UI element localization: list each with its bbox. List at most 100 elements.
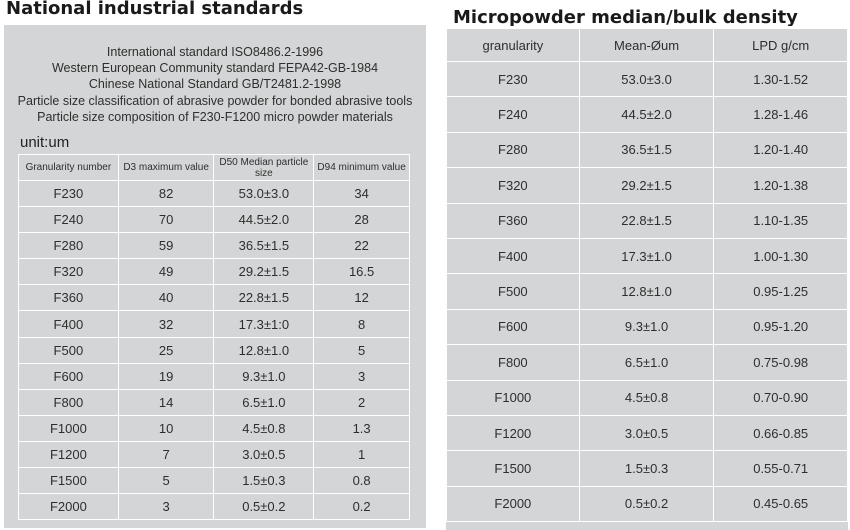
table-cell: 22.8±1.5: [213, 284, 315, 312]
table-cell: 3.0±0.5: [578, 414, 715, 452]
table-cell: 14: [117, 388, 215, 416]
table-row: F1500 1.5±0.3 0.55-0.71: [446, 450, 848, 487]
intro-line: Particle size composition of F230-F1200 …: [37, 109, 393, 124]
national-standards-panel: International standard ISO8486.2-1996 We…: [4, 25, 426, 528]
table-cell: 29.2±1.5: [578, 167, 715, 204]
table-cell: 4.5±0.8: [213, 414, 315, 442]
table-cell: F230: [18, 179, 119, 208]
table-header-row: granularity Mean-Øum LPD g/cm: [446, 28, 848, 62]
table-cell: 0.70-0.90: [713, 379, 848, 416]
table-row: F320 29.2±1.5 1.20-1.38: [446, 167, 848, 204]
table-cell: F1000: [446, 379, 580, 416]
table-cell: F800: [446, 344, 580, 381]
table-cell: 44.5±2.0: [213, 206, 315, 234]
table-row: F600 9.3±1.0 0.95-1.20: [446, 308, 848, 346]
table-cell: 12: [313, 284, 410, 312]
table-cell: 0.5±0.2: [213, 493, 315, 521]
intro-line: Particle size classification of abrasive…: [17, 93, 413, 108]
density-table: granularity Mean-Øum LPD g/cm F230 53.0±3…: [446, 28, 848, 523]
table-cell: 1.20-1.38: [713, 167, 848, 204]
table-cell: 0.66-0.85: [713, 414, 848, 452]
table-row: F320 49 29.2±1.5 16.5: [18, 258, 410, 286]
table-cell: 36.5±1.5: [578, 131, 715, 169]
table-cell: F230: [446, 60, 580, 98]
table-cell: 6.5±1.0: [213, 388, 315, 416]
table-cell: F2000: [446, 485, 580, 523]
intro-line: Western European Community standard FEPA…: [51, 61, 379, 76]
intro-line: International standard ISO8486.2-1996: [106, 45, 324, 59]
column-header: Mean-Øum: [578, 28, 715, 62]
table-row: F230 53.0±3.0 1.30-1.52: [446, 60, 848, 98]
table-cell: 7: [117, 440, 215, 469]
table-cell: 3: [117, 493, 215, 521]
national-standards-title: National industrial standards: [6, 0, 304, 19]
table-cell: 70: [117, 206, 215, 234]
standards-table-body: F230 82 53.0±3.0 34 F240 70 44.5±2.0 28 F280 59 36…: [18, 179, 410, 521]
table-cell: 10: [117, 414, 215, 442]
table-cell: 3: [313, 362, 410, 390]
table-row: F400 17.3±1.0 1.00-1.30: [446, 237, 848, 275]
table-cell: 22: [313, 232, 410, 260]
table-cell: 8: [313, 310, 410, 338]
table-row: F1000 4.5±0.8 0.70-0.90: [446, 379, 848, 416]
table-cell: 0.5±0.2: [578, 485, 715, 523]
intro-line: Chinese National Standard GB/T2481.2-199…: [88, 77, 342, 92]
table-cell: 59: [117, 232, 215, 260]
table-cell: F500: [446, 273, 580, 310]
table-cell: F280: [18, 232, 119, 260]
table-cell: 32: [117, 310, 215, 338]
table-cell: F400: [446, 237, 580, 275]
table-row: F1200 7 3.0±0.5 1: [18, 440, 410, 469]
table-row: F240 70 44.5±2.0 28: [18, 206, 410, 234]
table-cell: 19: [117, 362, 215, 390]
table-cell: 1.3: [313, 414, 410, 442]
table-cell: F360: [18, 284, 119, 312]
table-cell: F1200: [18, 440, 119, 469]
table-cell: 1.20-1.40: [713, 131, 848, 169]
table-cell: F600: [446, 308, 580, 346]
table-cell: 17.3±1.0: [578, 237, 715, 275]
column-header: Granularity number: [18, 154, 119, 181]
table-cell: 6.5±1.0: [578, 344, 715, 381]
table-cell: 40: [117, 284, 215, 312]
column-header: D94 minimum value: [313, 154, 410, 181]
table-cell: F500: [18, 336, 119, 364]
table-row: F400 32 17.3±1:0 8: [18, 310, 410, 338]
table-cell: F280: [446, 131, 580, 169]
table-cell: F600: [18, 362, 119, 390]
table-row: F360 40 22.8±1.5 12: [18, 284, 410, 312]
table-cell: 0.95-1.20: [713, 308, 848, 346]
table-cell: F1200: [446, 414, 580, 452]
table-cell: 9.3±1.0: [213, 362, 315, 390]
table-cell: 1.28-1.46: [713, 96, 848, 133]
table-cell: 0.2: [313, 493, 410, 521]
table-row: F800 6.5±1.0 0.75-0.98: [446, 344, 848, 381]
table-row: F500 25 12.8±1.0 5: [18, 336, 410, 364]
table-cell: 12.8±1.0: [578, 273, 715, 310]
table-cell: F1500: [18, 467, 119, 495]
table-cell: 9.3±1.0: [578, 308, 715, 346]
table-cell: 1.5±0.3: [213, 467, 315, 495]
table-cell: F1500: [446, 450, 580, 487]
table-cell: 12.8±1.0: [213, 336, 315, 364]
table-cell: F320: [446, 167, 580, 204]
column-header: LPD g/cm: [713, 28, 848, 62]
table-row: F280 36.5±1.5 1.20-1.40: [446, 131, 848, 169]
density-panel: granularity Mean-Øum LPD g/cm F230 53.0±3…: [446, 28, 848, 530]
table-cell: F800: [18, 388, 119, 416]
column-header: D3 maximum value: [117, 154, 215, 181]
table-cell: 22.8±1.5: [578, 202, 715, 239]
table-row: F240 44.5±2.0 1.28-1.46: [446, 96, 848, 133]
table-row: F600 19 9.3±1.0 3: [18, 362, 410, 390]
table-cell: 2: [313, 388, 410, 416]
table-cell: F2000: [18, 493, 119, 521]
table-cell: 36.5±1.5: [213, 232, 315, 260]
table-cell: 34: [313, 179, 410, 208]
table-row: F280 59 36.5±1.5 22: [18, 232, 410, 260]
table-cell: F1000: [18, 414, 119, 442]
standards-table: Granularity number D3 maximum value D50 …: [18, 154, 410, 521]
table-row: F1200 3.0±0.5 0.66-0.85: [446, 414, 848, 452]
table-cell: 5: [313, 336, 410, 364]
table-row: F500 12.8±1.0 0.95-1.25: [446, 273, 848, 310]
density-table-body: F230 53.0±3.0 1.30-1.52 F240 44.5±2.0 1.28-1.…: [446, 60, 848, 523]
